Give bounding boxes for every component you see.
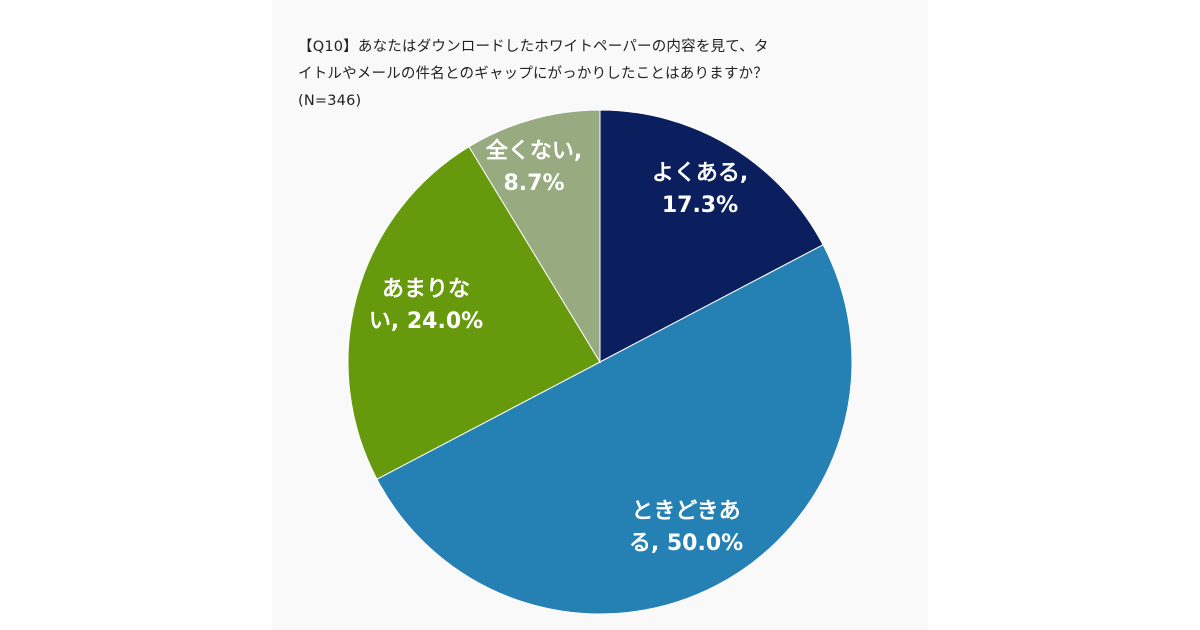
pie-slice-3 [347,146,601,480]
slice-label-3: あまりない, 24.0% [369,277,483,334]
slice-label-line: い, 24.0% [369,309,483,334]
slice-label-2: ときどきある, 50.0% [629,499,743,556]
pie-slice-4 [468,109,601,364]
slice-label-line: 17.3% [662,193,738,218]
sample-size: (N=346) [298,93,362,109]
chart-title: 【Q10】あなたはダウンロードしたホワイトペーパーの内容を見て、タ イトルやメー… [298,34,858,115]
slice-label-line: 全くない, [485,138,582,164]
slice-label-line: ときどきあ [631,499,740,524]
slice-label-4: 全くない, 8.7% [485,138,582,196]
title-line-2: イトルやメールの件名とのギャップにがっかりしたことはありますか？ [298,66,768,82]
slice-label-1: よくある, 17.3% [652,161,748,218]
slice-label-line: よくある, [652,161,748,186]
slice-label-line: る, 50.0% [629,531,743,556]
title-line-1: 【Q10】あなたはダウンロードしたホワイトペーパーの内容を見て、タ [298,39,769,55]
slice-label-line: あまりな [382,277,470,302]
slice-label-line: 8.7% [503,171,564,196]
pie-slice-2 [376,244,853,615]
pie-slice-1 [599,109,824,363]
